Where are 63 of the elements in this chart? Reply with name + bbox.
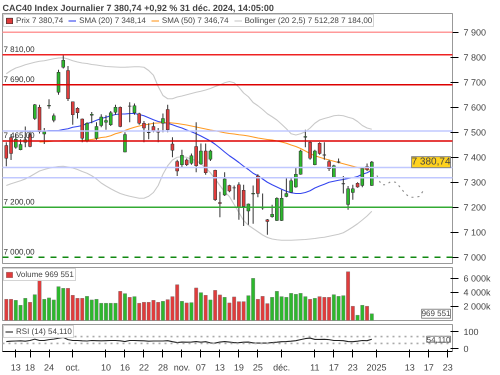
x-tick-label: nov. [174, 362, 190, 372]
candlestick [90, 112, 94, 124]
y-tick-label: 7 300 [464, 177, 486, 188]
x-tick-label: 25 [252, 362, 263, 372]
candlestick [123, 132, 127, 153]
y-tick-label: 7 500 [464, 127, 486, 138]
candlestick [322, 142, 326, 160]
y-tick-label: 7 900 [464, 27, 486, 38]
x-tick-label: 07 [196, 362, 206, 372]
candlestick [56, 69, 60, 96]
y-tick-label: 7 600 [464, 102, 486, 112]
x-tick-label: 23 [442, 362, 453, 372]
y-tick-label: 6 000k [464, 274, 492, 284]
x-tick-label: déc. [273, 362, 290, 372]
x-tick-label: oct. [66, 362, 80, 372]
ref-line-label: 7 810,00 [3, 44, 36, 54]
x-tick-label: 13 [10, 362, 21, 372]
candlestick [47, 98, 51, 110]
candlestick [218, 191, 222, 218]
y-tick-label: 100 [464, 326, 479, 337]
candlestick [94, 122, 98, 140]
candlestick [61, 54, 66, 69]
y-tick-label: 0 [464, 344, 469, 354]
x-tick-label: 17 [328, 362, 339, 372]
legend-label: Bollinger (20 2,5) 7 512,28 7 184,00 [244, 16, 372, 25]
candlestick [284, 176, 288, 198]
x-tick-label: 13 [214, 362, 225, 372]
y-tick-label: 4 000k [464, 288, 492, 298]
y-tick-label: 7 400 [464, 152, 486, 162]
y-tick-label: 7 200 [464, 202, 486, 212]
x-tick-label: 19 [234, 362, 244, 372]
annotation: 969 551 [422, 309, 452, 318]
x-tick-label: 28 [158, 362, 168, 372]
x-tick-label: 17 [424, 362, 434, 372]
y-tick-label: 7 000 [464, 252, 486, 262]
candlestick [342, 176, 346, 194]
x-tick-label: 13 [404, 362, 415, 372]
candlestick [146, 122, 150, 140]
x-tick-label: 22 [138, 362, 149, 372]
line-series [371, 172, 425, 198]
x-tick-label: 10 [100, 362, 111, 372]
x-tick-label: 24 [44, 362, 54, 372]
chart-title: CAC40 Index Journalier 7 380,74 +0,92 % 31 déc. 2024, 14:05:00 [2, 3, 274, 13]
y-tick-label: 2 000k [464, 302, 492, 312]
x-tick-label: 2025 [366, 362, 387, 372]
legend-label: RSI (14) 54,110 [16, 327, 72, 336]
candlestick [304, 129, 308, 148]
y-tick-label: 7 100 [464, 227, 486, 238]
x-tick-label: 11 [310, 362, 320, 372]
ref-line-label: 7 690,00 [3, 74, 36, 84]
legend-label: SMA (50) 7 346,74 [162, 16, 229, 25]
y-tick-label: 7 700 [464, 77, 486, 88]
x-tick-label: 18 [25, 362, 36, 372]
legend-label: SMA (20) 7 348,14 [79, 16, 146, 25]
ref-line-label: 7 000,00 [3, 247, 36, 256]
legend-label: Volume 969 551 [16, 270, 74, 279]
x-tick-label: 23 [348, 362, 358, 372]
y-tick-label: 7 800 [464, 52, 486, 62]
legend-label: Prix 7 380,74 [16, 16, 64, 25]
x-tick-label: 16 [120, 362, 130, 372]
ref-line-label: 7 200,00 [3, 197, 36, 206]
candlestick [170, 136, 174, 158]
candlestick [266, 218, 270, 236]
